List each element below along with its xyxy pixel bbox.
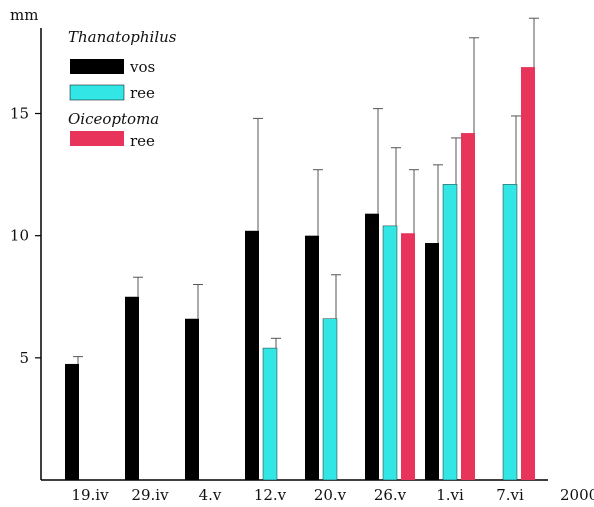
bar <box>125 296 139 480</box>
x-tick-label: 20.v <box>314 486 347 504</box>
legend-group-title: Oiceoptoma <box>68 110 159 128</box>
legend-swatch-ree-thanatophilus <box>69 84 125 101</box>
x-tick-label: 19.iv <box>71 486 109 504</box>
bar <box>502 184 518 481</box>
bar <box>521 67 535 480</box>
legend-swatch-vos <box>70 59 124 74</box>
bar <box>185 318 199 480</box>
legend-swatch-ree-oiceoptoma <box>70 131 124 146</box>
legend-label-ree-oiceoptoma: ree <box>130 132 155 150</box>
bar <box>322 318 338 481</box>
category-labels: 19.iv 29.iv 4.v 12.v 20.v 26.v 1.vi 7.vi <box>71 486 524 504</box>
bar <box>461 133 475 481</box>
bar <box>305 235 319 480</box>
bars <box>65 17 539 481</box>
legend-label-ree-thanatophilus: ree <box>130 84 155 102</box>
x-tick-label: 4.v <box>199 486 222 504</box>
x-axis-year: 2000 <box>560 486 594 504</box>
y-tick-label: 5 <box>19 349 29 367</box>
bar <box>365 213 379 480</box>
bar <box>401 233 415 480</box>
bar <box>425 243 439 480</box>
legend: Thanatophilus vos ree Oiceoptoma ree <box>68 28 177 150</box>
bar <box>382 225 398 481</box>
bar <box>262 347 278 481</box>
y-axis-unit: mm <box>10 6 38 24</box>
y-ticks: 5 10 15 <box>10 105 41 367</box>
legend-group-title: Thanatophilus <box>68 28 177 46</box>
bar <box>442 184 458 481</box>
x-tick-label: 7.vi <box>496 486 524 504</box>
y-tick-label: 10 <box>10 227 29 245</box>
legend-label-vos: vos <box>129 58 155 76</box>
bar <box>245 230 259 480</box>
x-tick-label: 1.vi <box>436 486 464 504</box>
x-tick-label: 29.iv <box>131 486 169 504</box>
y-tick-label: 15 <box>10 105 29 123</box>
bar <box>65 363 79 480</box>
x-tick-label: 26.v <box>374 486 407 504</box>
x-tick-label: 12.v <box>254 486 287 504</box>
